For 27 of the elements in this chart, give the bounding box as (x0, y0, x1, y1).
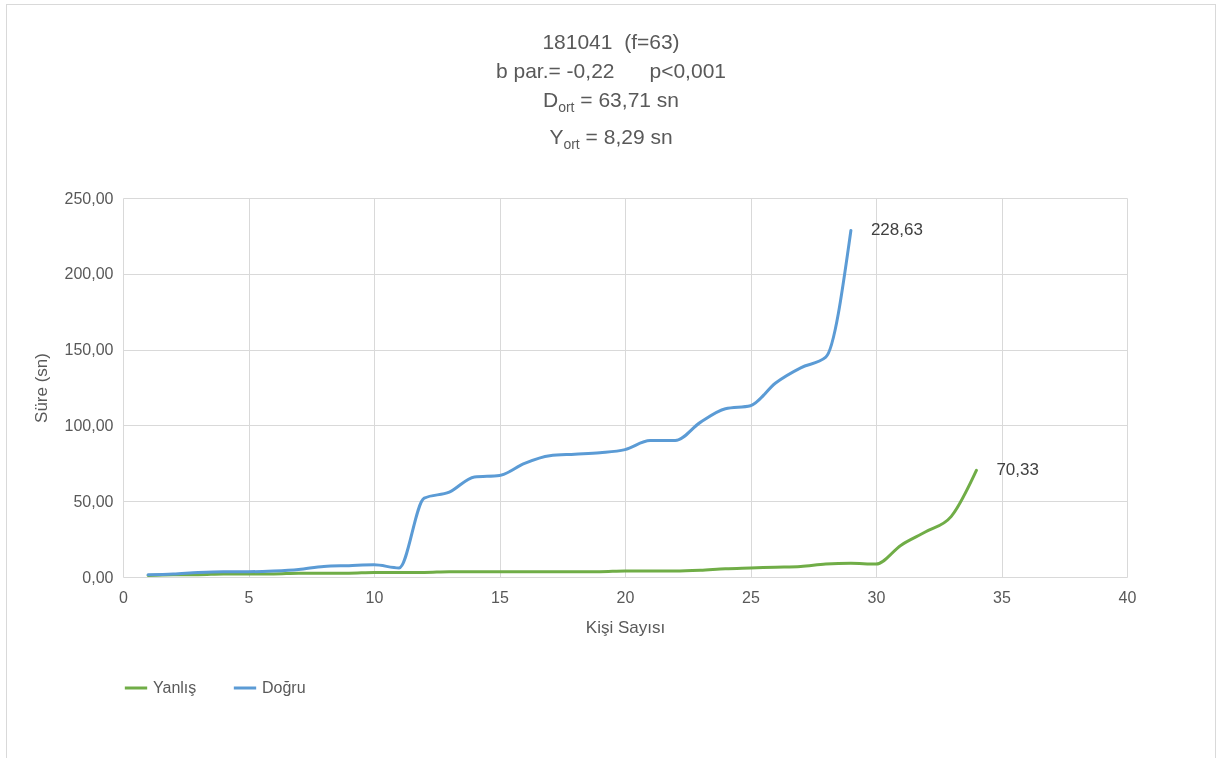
y-tick-label: 200,00 (64, 265, 114, 283)
y-tick-label: 100,00 (64, 416, 114, 434)
y-axis-title: Süre (sn) (31, 353, 51, 423)
x-tick-label: 15 (491, 588, 509, 606)
x-tick-label: 25 (742, 588, 760, 606)
x-axis-title: Kişi Sayısı (585, 617, 666, 637)
x-tick-label: 20 (616, 588, 635, 606)
legend-label: Doğru (262, 679, 306, 696)
x-tick-label: 10 (365, 588, 384, 606)
x-tick-label: 40 (1118, 588, 1137, 606)
x-tick-label: 5 (244, 588, 254, 606)
chart-title: 181041 (f=63) (541, 29, 681, 55)
legend-label: Yanlış (153, 679, 197, 696)
data-label: 70,33 (996, 460, 1039, 480)
data-label: 228,63 (870, 220, 923, 240)
x-tick-label: 30 (867, 588, 886, 606)
y-tick-label: 50,00 (73, 492, 114, 510)
chart-subtitle: b par.= -0,22 p<0,001 (495, 58, 727, 84)
text: Y$_{ort}$ = 8,29 sn (548, 124, 674, 155)
y-tick-label: 150,00 (64, 341, 114, 359)
line-series (146, 468, 978, 577)
y-tick-label: 250,00 (64, 189, 114, 207)
x-tick-label: 35 (993, 588, 1011, 606)
y-tick-label: 0,00 (82, 568, 114, 586)
line-series (146, 228, 853, 577)
x-tick-label: 0 (119, 588, 129, 606)
text: D$_{ort}$ = 63,71 sn (542, 87, 680, 118)
